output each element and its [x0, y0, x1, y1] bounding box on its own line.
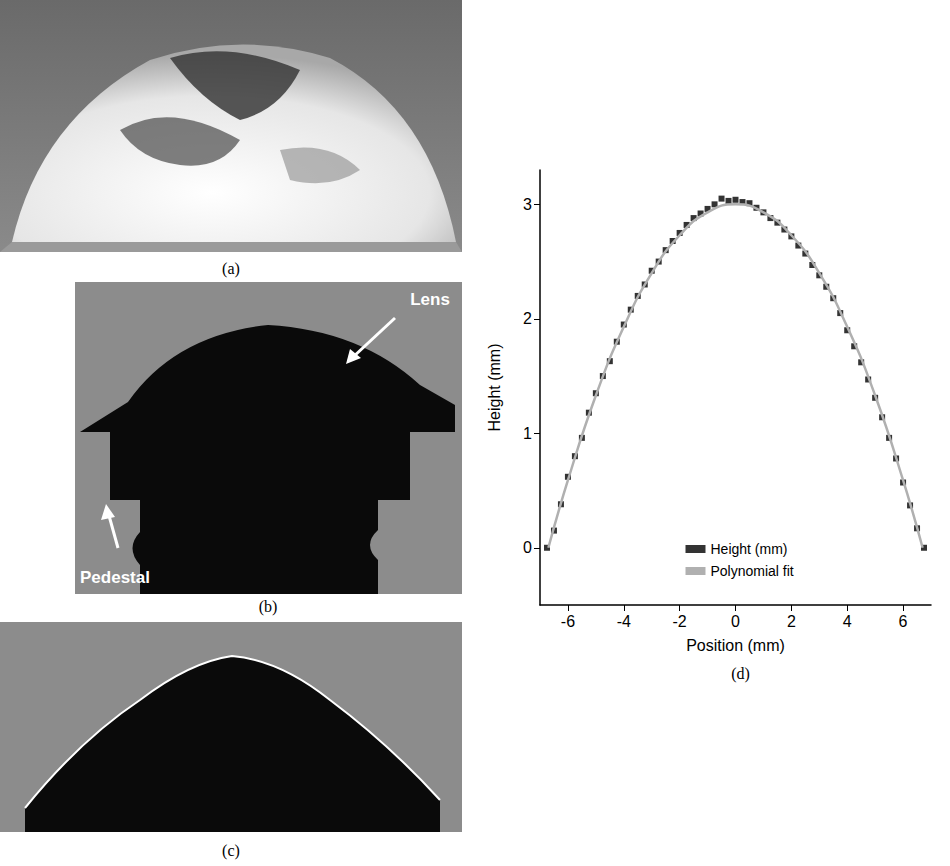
svg-text:(b): (b) [259, 598, 278, 616]
svg-text:-4: -4 [617, 613, 631, 630]
svg-text:-6: -6 [561, 613, 575, 630]
svg-text:3: 3 [523, 196, 532, 213]
svg-text:2: 2 [523, 310, 532, 327]
svg-text:Lens: Lens [410, 290, 450, 309]
svg-text:(c): (c) [222, 842, 240, 860]
svg-text:Pedestal: Pedestal [80, 568, 150, 587]
svg-text:1: 1 [523, 425, 532, 442]
svg-text:Position (mm): Position (mm) [686, 637, 785, 654]
svg-text:(d): (d) [731, 665, 750, 683]
svg-text:6: 6 [899, 613, 908, 630]
svg-text:0: 0 [523, 539, 532, 556]
svg-text:2: 2 [787, 613, 796, 630]
svg-text:Height (mm): Height (mm) [486, 343, 503, 431]
svg-text:4: 4 [843, 613, 852, 630]
svg-text:0: 0 [731, 613, 740, 630]
svg-text:-2: -2 [673, 613, 687, 630]
svg-text:Polynomial fit: Polynomial fit [711, 563, 794, 579]
svg-text:(a): (a) [222, 260, 240, 278]
svg-text:Height (mm): Height (mm) [711, 541, 788, 557]
